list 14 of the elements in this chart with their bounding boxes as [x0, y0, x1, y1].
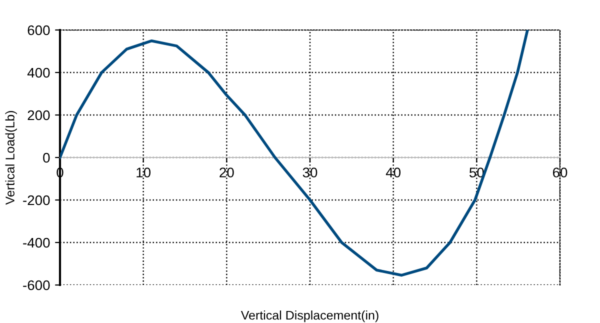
x-tick-label: 20 — [220, 168, 234, 178]
y-tick-label: -200 — [23, 195, 50, 206]
x-tick-label: 30 — [302, 168, 318, 178]
x-tick-label: 10 — [136, 168, 151, 178]
y-tick-label: 400 — [27, 68, 50, 78]
x-tick-label: 40 — [386, 168, 401, 178]
y-tick-label: 0 — [43, 152, 50, 163]
y-tick-label: -400 — [23, 238, 50, 248]
y-tick-label: 200 — [28, 110, 50, 120]
x-axis-title: Vertical Displacement(in) — [240, 310, 378, 322]
y-tick-label: 600 — [28, 25, 50, 36]
x-tick-label: 60 — [552, 168, 568, 178]
y-axis-title: Vertical Load(Lb) — [5, 111, 17, 205]
y-tick-label: -600 — [23, 280, 50, 290]
